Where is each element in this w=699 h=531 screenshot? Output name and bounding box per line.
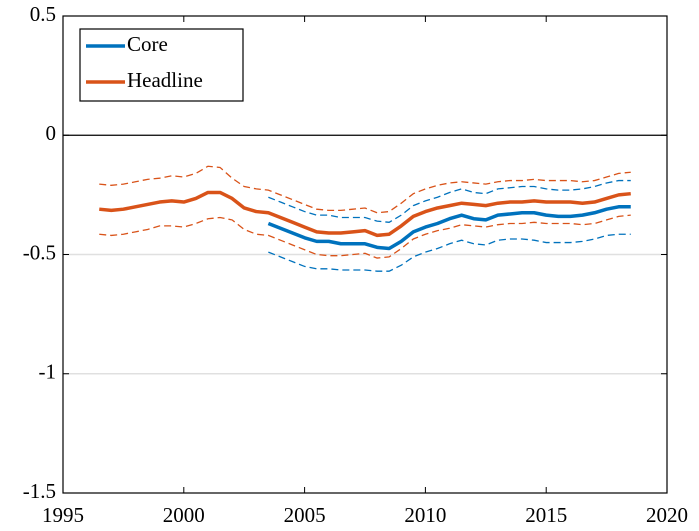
band-line	[268, 233, 631, 272]
band-line	[268, 179, 631, 223]
y-tick-label: 0	[46, 121, 57, 145]
y-tick-label: -1	[39, 360, 57, 384]
y-tick-label: -0.5	[23, 240, 56, 264]
legend-label: Core	[127, 32, 168, 56]
x-tick-label: 1995	[42, 503, 84, 527]
y-tick-label: 0.5	[30, 2, 56, 26]
band-line	[99, 165, 631, 214]
band-line	[99, 214, 631, 259]
x-tick-label: 2015	[525, 503, 567, 527]
series-line	[267, 205, 631, 251]
x-tick-label: 2010	[404, 503, 446, 527]
x-tick-label: 2005	[284, 503, 326, 527]
x-tick-label: 2000	[163, 503, 205, 527]
legend-box	[79, 28, 244, 102]
series-line	[99, 190, 631, 238]
y-tick-label: -1.5	[23, 479, 56, 503]
x-tick-label: 2020	[646, 503, 688, 527]
axes-box	[62, 15, 668, 494]
legend-label: Headline	[127, 68, 203, 92]
